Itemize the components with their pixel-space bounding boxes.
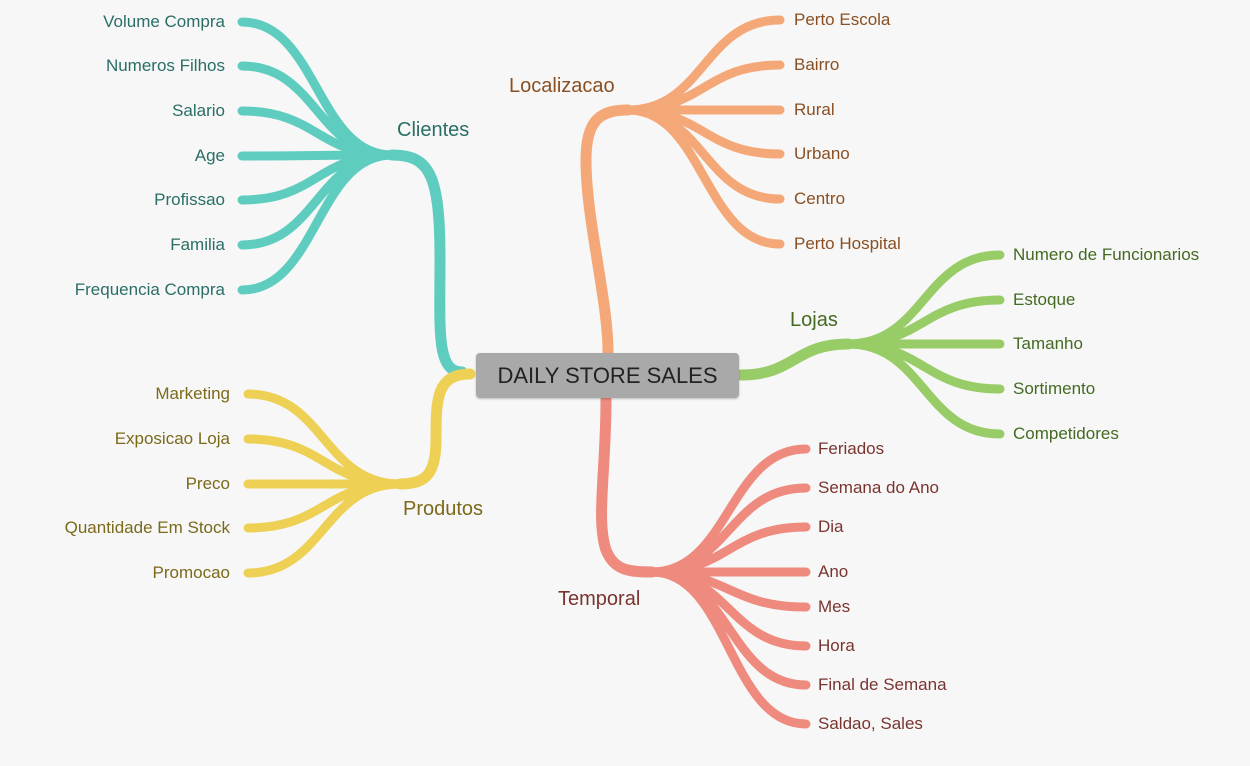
node-marketing[interactable]: Marketing [155, 384, 230, 403]
connector-clientes [386, 149, 468, 378]
branch-temporal[interactable]: Temporal [558, 588, 641, 610]
branch-lojas[interactable]: Lojas [790, 309, 838, 331]
connector-clientes-leaf [237, 150, 397, 295]
node-rural[interactable]: Rural [794, 100, 835, 119]
node-semana-do-ano[interactable]: Semana do Ano [818, 478, 939, 497]
branch-produtos[interactable]: Produtos [403, 498, 484, 520]
node-tamanho[interactable]: Tamanho [1013, 334, 1083, 353]
connector-temporal [596, 394, 658, 578]
node-ano[interactable]: Ano [818, 562, 849, 581]
node-exposicao-loja[interactable]: Exposicao Loja [114, 429, 230, 448]
node-bairro[interactable]: Bairro [794, 55, 840, 74]
node-frequencia-compra[interactable]: Frequencia Compra [74, 280, 225, 299]
node-numero-de-funcionarios[interactable]: Numero de Funcionarios [1013, 245, 1200, 264]
connector-produtos-leaf [243, 479, 405, 578]
node-salario[interactable]: Salario [172, 101, 225, 120]
node-final-de-semana[interactable]: Final de Semana [818, 675, 947, 694]
branch-clientes[interactable]: Clientes [397, 119, 470, 141]
node-quantidade-em-stock[interactable]: Quantidade Em Stock [64, 518, 230, 537]
node-saldao-sales[interactable]: Saldao, Sales [818, 714, 923, 733]
node-age[interactable]: Age [194, 146, 225, 165]
connector-lojas [735, 338, 854, 381]
node-preco[interactable]: Preco [185, 474, 230, 493]
node-feriados[interactable]: Feriados [818, 439, 885, 458]
node-urbano[interactable]: Urbano [794, 144, 850, 163]
node-sortimento[interactable]: Sortimento [1013, 379, 1096, 398]
central-topic[interactable]: DAILY STORE SALES [476, 353, 739, 398]
node-centro[interactable]: Centro [794, 189, 846, 208]
node-estoque[interactable]: Estoque [1013, 290, 1076, 309]
node-promocao[interactable]: Promocao [152, 563, 230, 582]
node-familia[interactable]: Familia [170, 235, 225, 254]
node-numeros-filhos[interactable]: Numeros Filhos [105, 56, 225, 75]
connector-lojas-leaf [843, 339, 1005, 439]
node-volume-compra[interactable]: Volume Compra [103, 12, 225, 31]
node-hora[interactable]: Hora [818, 636, 855, 655]
node-mes[interactable]: Mes [818, 597, 851, 616]
connector-localizacao-leaf [623, 105, 785, 249]
node-profissao[interactable]: Profissao [154, 190, 225, 209]
branch-localizacao[interactable]: Localizacao [509, 75, 615, 97]
connector-localizacao [580, 104, 634, 358]
node-dia[interactable]: Dia [818, 517, 844, 536]
connector-produtos [394, 368, 476, 490]
node-perto-escola[interactable]: Perto Escola [794, 10, 891, 29]
node-perto-hospital[interactable]: Perto Hospital [794, 234, 901, 253]
node-competidores[interactable]: Competidores [1013, 424, 1119, 443]
central-topic-label: DAILY STORE SALES [497, 362, 718, 388]
connector-temporal-leaf [647, 567, 811, 729]
